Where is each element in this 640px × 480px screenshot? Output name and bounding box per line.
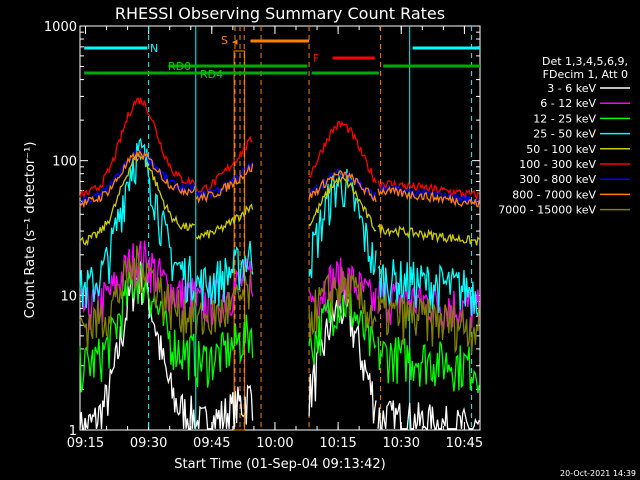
- series-line-4: [79, 153, 196, 247]
- series-line-8: [377, 293, 480, 354]
- flare-flag-label: F: [313, 52, 319, 65]
- legend-entry-label: 800 - 7000 keV: [512, 188, 596, 201]
- series-line-3: [244, 240, 254, 275]
- series-line-2: [377, 336, 480, 394]
- series-line-8: [308, 267, 377, 340]
- series-line-8: [244, 268, 254, 310]
- series-line-8: [195, 284, 245, 335]
- series-line-1: [244, 258, 254, 297]
- series-line-6: [244, 161, 254, 172]
- legend-header-line: FDecim 1, Att 0: [543, 68, 628, 81]
- legend-entry-label: 7000 - 15000 keV: [498, 204, 596, 217]
- series-line-5: [244, 135, 253, 151]
- series-line-1: [195, 260, 245, 328]
- y-tick-label: 10: [60, 289, 77, 304]
- legend-entry-label: 100 - 300 keV: [519, 158, 596, 171]
- series-line-7: [308, 170, 377, 203]
- series-line-3: [377, 259, 480, 317]
- y-axis-label: Count Rate (s⁻¹ detector⁻¹): [23, 142, 38, 319]
- series-line-2: [79, 262, 196, 393]
- series-line-4: [195, 210, 245, 241]
- saa-flag-label: S: [221, 34, 228, 47]
- timestamp: 20-Oct-2021 14:39: [560, 469, 636, 478]
- series-line-8: [79, 245, 196, 352]
- x-axis-label: Start Time (01-Sep-04 09:13:42): [174, 457, 385, 472]
- y-tick-label: 1: [69, 424, 77, 439]
- series-line-7: [195, 173, 245, 204]
- x-tick-label: 10:30: [383, 436, 420, 451]
- legend-entry-label: 300 - 800 keV: [519, 173, 596, 186]
- y-tick-label: 100: [52, 155, 77, 170]
- legend-header-line: Det 1,3,4,5,6,9,: [542, 55, 628, 68]
- legend-entry-label: 3 - 6 keV: [547, 82, 596, 95]
- series-line-5: [308, 120, 377, 184]
- plot-frame: [79, 25, 481, 431]
- series-line-3: [79, 137, 196, 309]
- saa-arrow-icon: ◂: [232, 35, 238, 48]
- series-line-5: [195, 145, 245, 194]
- legend-entry-label: 25 - 50 keV: [533, 128, 596, 141]
- series-line-6: [195, 167, 245, 201]
- night-flag-label: N: [150, 42, 158, 55]
- series-line-6: [378, 184, 480, 207]
- legend-entry-label: 50 - 100 keV: [526, 143, 596, 156]
- series-line-6: [79, 148, 196, 206]
- chart-title: RHESSI Observing Summary Count Rates: [115, 4, 445, 23]
- series-line-2: [244, 314, 254, 358]
- legend-entry-label: 6 - 12 keV: [540, 97, 596, 110]
- series-line-2: [195, 321, 245, 388]
- series-line-7: [244, 163, 254, 176]
- legend-entry-label: 12 - 25 keV: [533, 112, 596, 125]
- rd0-flag-label: RD0: [168, 60, 191, 73]
- series-line-0: [244, 384, 254, 425]
- series-line-4: [377, 223, 480, 246]
- series-line-3: [195, 246, 245, 311]
- x-tick-label: 10:45: [446, 436, 483, 451]
- y-tick-label: 1000: [44, 20, 77, 35]
- series-line-7: [377, 186, 480, 208]
- x-tick-label: 09:30: [130, 436, 167, 451]
- x-tick-label: 10:15: [319, 436, 356, 451]
- series-line-3: [308, 168, 377, 279]
- series-line-0: [377, 400, 480, 430]
- plot-area: 1 10 100 1000 09:15 09:30 09:45 10:00 10:15 10:30…: [44, 20, 483, 451]
- series-line-4: [244, 203, 254, 215]
- legend: Det 1,3,4,5,6,9,FDecim 1, Att 03 - 6 keV…: [498, 55, 630, 217]
- x-tick-label: 10:00: [256, 436, 293, 451]
- x-tick-label: 09:15: [67, 436, 104, 451]
- rd4-flag-label: RD4: [200, 68, 223, 81]
- series-line-7: [79, 149, 196, 209]
- x-tick-label: 09:45: [193, 436, 230, 451]
- series-line-5: [79, 97, 196, 199]
- saa-box: [233, 50, 246, 431]
- series-line-0: [195, 386, 245, 430]
- series-line-2: [308, 293, 377, 365]
